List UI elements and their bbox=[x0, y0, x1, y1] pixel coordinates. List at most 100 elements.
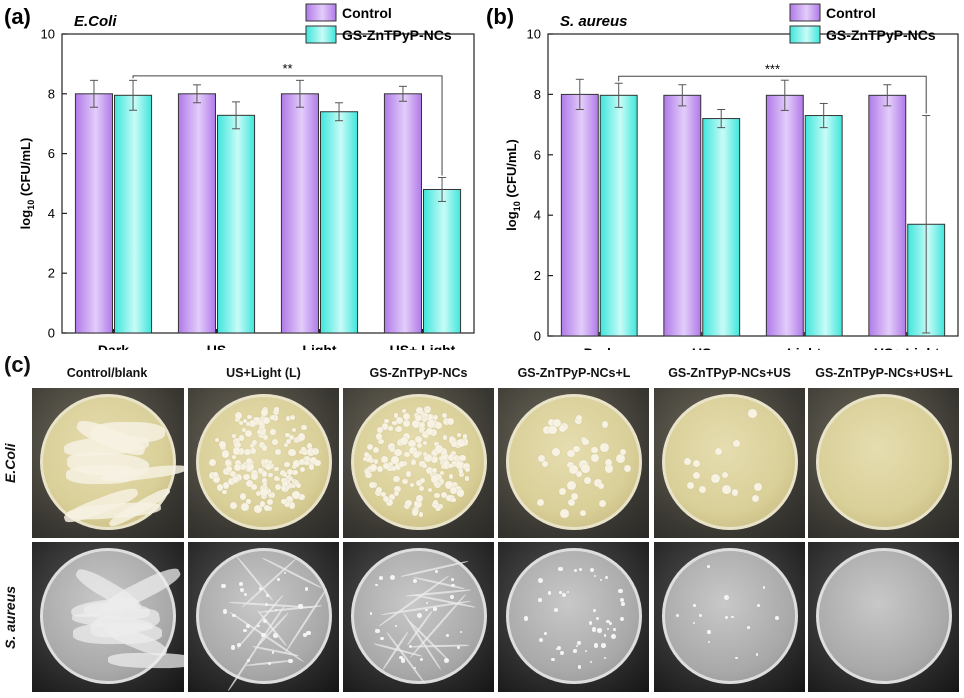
colony bbox=[426, 466, 434, 474]
colony bbox=[302, 449, 308, 455]
colony bbox=[265, 602, 269, 607]
colony bbox=[218, 440, 226, 448]
colony bbox=[621, 602, 625, 607]
y-tick-label: 6 bbox=[534, 147, 541, 162]
significance-bracket bbox=[132, 75, 443, 176]
colony bbox=[605, 619, 610, 624]
colony bbox=[560, 508, 570, 518]
plate-photo-ecoli bbox=[808, 388, 959, 538]
colony bbox=[247, 658, 251, 662]
colony bbox=[257, 625, 260, 628]
colony bbox=[243, 592, 248, 597]
colony bbox=[547, 418, 556, 426]
bacterial-streak bbox=[241, 558, 297, 608]
petri-dish bbox=[506, 394, 642, 530]
colony bbox=[453, 455, 458, 460]
colony bbox=[413, 666, 417, 670]
petri-dish bbox=[351, 548, 487, 685]
legend-swatch-treated bbox=[789, 25, 821, 44]
colony bbox=[394, 485, 402, 493]
colony bbox=[251, 483, 258, 490]
significance-label: *** bbox=[765, 61, 780, 76]
colony bbox=[551, 657, 555, 662]
colony bbox=[304, 460, 309, 466]
colony bbox=[439, 470, 445, 476]
colony bbox=[257, 429, 262, 434]
colony bbox=[227, 470, 233, 476]
colony bbox=[262, 417, 270, 425]
colony bbox=[574, 568, 578, 572]
colony bbox=[399, 656, 403, 660]
plate-photo-saureus bbox=[654, 542, 805, 692]
plate-column-label: GS-ZnTPyP-NCs bbox=[369, 366, 468, 380]
colony bbox=[619, 449, 626, 456]
colony bbox=[240, 463, 247, 470]
colony bbox=[263, 458, 269, 464]
y-tick-label: 4 bbox=[534, 208, 541, 223]
colony bbox=[270, 429, 276, 435]
colony bbox=[230, 471, 237, 478]
petri-dish bbox=[351, 394, 487, 530]
bar-treated bbox=[320, 111, 359, 334]
bacterial-streak bbox=[284, 589, 328, 654]
colony bbox=[307, 447, 316, 456]
colony bbox=[584, 477, 591, 484]
bacterial-streak bbox=[72, 622, 163, 644]
colony bbox=[275, 608, 278, 612]
colony bbox=[254, 505, 262, 513]
colony bbox=[428, 487, 433, 493]
colony bbox=[272, 415, 278, 421]
colony bbox=[591, 453, 599, 462]
colony bbox=[456, 461, 464, 469]
chart-title: E.Coli bbox=[74, 13, 117, 30]
x-tick-label: Light bbox=[787, 345, 822, 350]
colony bbox=[538, 577, 543, 583]
colony bbox=[229, 502, 238, 510]
colony bbox=[601, 643, 606, 648]
colony bbox=[282, 481, 289, 488]
significance-bracket bbox=[618, 75, 927, 114]
colony bbox=[260, 493, 267, 500]
colony bbox=[548, 425, 557, 435]
colony bbox=[308, 464, 315, 470]
colony bbox=[403, 420, 411, 427]
colony bbox=[447, 463, 453, 469]
y-tick-label: 0 bbox=[48, 326, 55, 341]
colony bbox=[432, 479, 439, 486]
colony bbox=[590, 661, 593, 664]
y-tick-label: 2 bbox=[534, 268, 541, 283]
chart-a: (a) E.Coli 0 2 4 6 8 10 log10 (CFU/mL) Dark US Ligh… bbox=[4, 3, 475, 350]
colony bbox=[259, 501, 266, 508]
colony bbox=[260, 488, 268, 496]
colony bbox=[373, 459, 379, 464]
colony bbox=[402, 478, 408, 484]
panel-c-letter: (c) bbox=[4, 352, 31, 377]
plate-photo-saureus bbox=[808, 542, 959, 692]
colony bbox=[419, 421, 426, 428]
colony bbox=[707, 630, 711, 634]
colony bbox=[243, 418, 248, 423]
colony bbox=[232, 454, 237, 459]
colony bbox=[247, 414, 252, 420]
colony bbox=[721, 471, 729, 479]
colony bbox=[292, 491, 300, 499]
colony bbox=[541, 460, 548, 468]
colony bbox=[567, 449, 575, 458]
bar-treated bbox=[599, 94, 638, 337]
colony bbox=[246, 463, 255, 472]
colony bbox=[620, 597, 625, 602]
colony bbox=[733, 440, 741, 448]
colony bbox=[597, 628, 602, 633]
colony bbox=[538, 454, 545, 462]
colony bbox=[599, 499, 607, 507]
colony bbox=[693, 621, 696, 624]
colony bbox=[426, 428, 433, 435]
colony bbox=[389, 493, 396, 500]
panel-letter: (b) bbox=[486, 4, 514, 29]
colony bbox=[414, 499, 423, 508]
colony bbox=[433, 415, 438, 421]
colony bbox=[432, 499, 438, 505]
plate-row-label: S. aureus bbox=[2, 585, 18, 649]
colony bbox=[251, 473, 258, 481]
colony bbox=[464, 476, 470, 481]
